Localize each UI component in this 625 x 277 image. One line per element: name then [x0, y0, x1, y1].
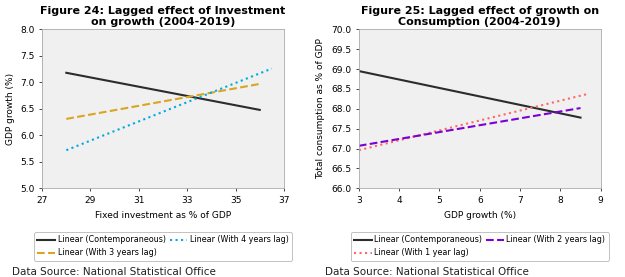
Title: Figure 24: Lagged effect of Investment
on growth (2004-2019): Figure 24: Lagged effect of Investment o…: [41, 6, 286, 27]
Y-axis label: GDP growth (%): GDP growth (%): [6, 73, 14, 145]
Legend: Linear (Contemporaneous), Linear (With 1 year lag), Linear (With 2 years lag): Linear (Contemporaneous), Linear (With 1…: [351, 232, 609, 261]
Text: Data Source: National Statistical Office: Data Source: National Statistical Office: [12, 267, 216, 277]
X-axis label: Fixed investment as % of GDP: Fixed investment as % of GDP: [95, 211, 231, 220]
X-axis label: GDP growth (%): GDP growth (%): [444, 211, 516, 220]
Y-axis label: Total consumption as % of GDP: Total consumption as % of GDP: [316, 39, 326, 179]
Text: Data Source: National Statistical Office: Data Source: National Statistical Office: [325, 267, 529, 277]
Title: Figure 25: Lagged effect of growth on
Consumption (2004-2019): Figure 25: Lagged effect of growth on Co…: [361, 6, 599, 27]
Legend: Linear (Contemporaneous), Linear (With 3 years lag), Linear (With 4 years lag): Linear (Contemporaneous), Linear (With 3…: [34, 232, 292, 261]
